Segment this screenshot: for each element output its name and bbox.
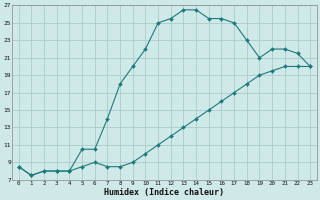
X-axis label: Humidex (Indice chaleur): Humidex (Indice chaleur): [104, 188, 224, 197]
